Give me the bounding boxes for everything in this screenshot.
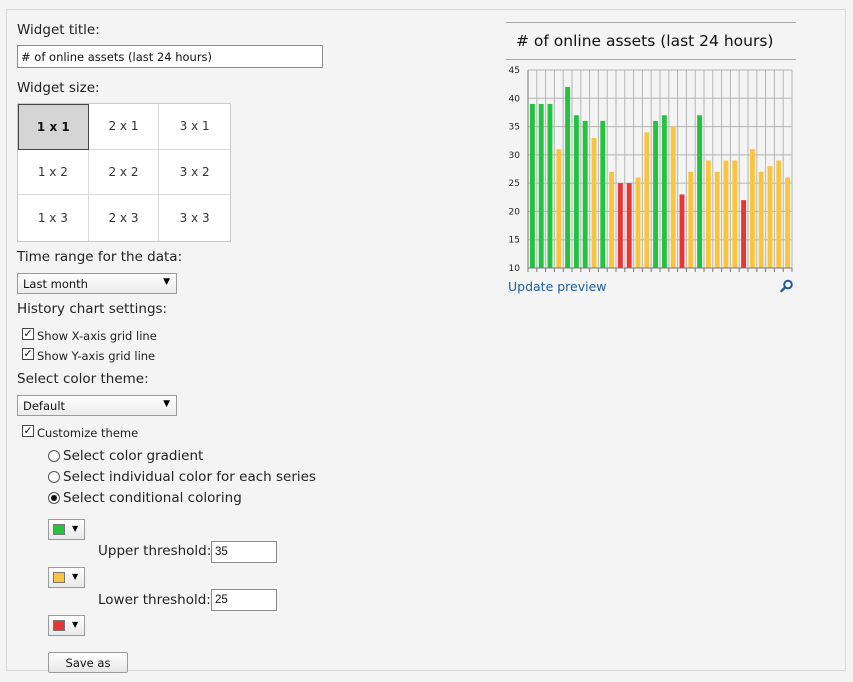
y-tick-label: 45 [509,66,520,76]
bar [573,115,579,268]
bar [741,200,747,268]
bar [617,183,623,268]
bar [565,86,571,268]
bar [626,183,632,268]
bar [767,166,773,268]
size-option-1x3[interactable]: 1 x 3 [18,195,89,241]
bar [556,149,562,268]
size-option-2x3[interactable]: 2 x 3 [89,195,160,241]
update-preview-link[interactable]: Update preview [508,279,607,294]
low-color-picker[interactable]: ▼ [48,615,85,636]
bar [653,120,659,268]
size-option-3x1[interactable]: 3 x 1 [159,104,230,150]
widget-title-input[interactable] [17,45,323,68]
radio-color-gradient-label: Select color gradient [63,448,204,464]
customize-theme-label: Customize theme [37,426,139,440]
bar [670,126,676,268]
bar [688,171,694,268]
lower-threshold-label: Lower threshold: [98,592,211,608]
bar [705,160,711,268]
size-option-1x2[interactable]: 1 x 2 [18,149,89,196]
size-option-3x2[interactable]: 3 x 2 [159,150,230,196]
bar [538,103,544,268]
widget-title-label: Widget title: [17,22,100,38]
y-tick-label: 35 [509,123,520,133]
bar [785,177,791,268]
mid-color-picker[interactable]: ▼ [48,567,85,588]
history-settings-label: History chart settings: [17,301,168,317]
y-tick-label: 15 [509,236,520,246]
radio-individual-color[interactable] [48,471,60,483]
preview-title: # of online assets (last 24 hours) [516,32,774,50]
y-tick-label: 20 [509,207,521,217]
bar [758,171,764,268]
time-range-select[interactable]: Last month ▼ [17,273,177,294]
size-option-2x2[interactable]: 2 x 2 [88,149,160,196]
preview-title-divider [506,59,796,60]
bar [582,120,588,268]
color-theme-label: Select color theme: [17,371,149,387]
size-option-1x1[interactable]: 1 x 1 [18,104,89,150]
bar [776,160,782,268]
bar [609,171,615,268]
dropdown-arrow-icon: ▼ [72,620,79,629]
bar [732,160,738,268]
save-as-button[interactable]: Save as [48,652,128,673]
bar [749,149,755,268]
preview-top-divider [506,22,796,23]
y-tick-label: 10 [509,264,521,274]
magnifier-icon[interactable] [780,279,794,293]
bar [679,194,685,268]
preview-chart: 10 15 20 25 30 35 40 45 [509,66,793,274]
time-range-value: Last month [23,277,88,291]
bar [723,160,729,268]
customize-theme-checkbox[interactable]: ✓ [22,424,34,437]
color-theme-select[interactable]: Default ▼ [17,395,177,416]
upper-threshold-label: Upper threshold: [98,543,212,559]
low-color-swatch [53,620,65,631]
radio-conditional-coloring-label: Select conditional coloring [63,490,242,506]
y-tick-label: 25 [509,179,520,189]
widget-size-grid: 1 x 1 2 x 1 3 x 1 1 x 2 2 x 2 3 x 2 1 x … [17,103,231,242]
bar [529,103,535,268]
bar [591,137,597,268]
dropdown-arrow-icon: ▼ [72,524,79,533]
size-option-3x3[interactable]: 3 x 3 [179,211,210,226]
show-y-grid-label: Show Y-axis grid line [37,349,156,363]
mid-color-swatch [53,572,65,583]
radio-conditional-coloring[interactable] [48,492,60,504]
dropdown-arrow-icon: ▼ [163,399,170,409]
high-color-picker[interactable]: ▼ [48,519,85,540]
y-tick-label: 30 [509,151,521,161]
widget-size-label: Widget size: [17,80,100,96]
show-x-grid-label: Show X-axis grid line [37,329,157,343]
bar [697,115,703,268]
bar [547,103,553,268]
bar [644,132,650,268]
radio-individual-color-label: Select individual color for each series [63,469,316,485]
show-x-grid-checkbox[interactable]: ✓ [22,327,34,340]
bar [714,171,720,268]
time-range-label: Time range for the data: [17,249,183,265]
dropdown-arrow-icon: ▼ [163,277,170,287]
radio-color-gradient[interactable] [48,450,60,462]
size-option-2x1[interactable]: 2 x 1 [88,104,160,150]
bar [600,120,606,268]
show-y-grid-checkbox[interactable]: ✓ [22,347,34,360]
high-color-swatch [53,524,65,535]
color-theme-value: Default [23,399,66,413]
y-tick-label: 40 [509,94,521,104]
bar [661,115,667,268]
lower-threshold-input[interactable] [211,589,277,611]
upper-threshold-input[interactable] [211,541,277,563]
bar [635,177,641,268]
dropdown-arrow-icon: ▼ [72,572,79,581]
